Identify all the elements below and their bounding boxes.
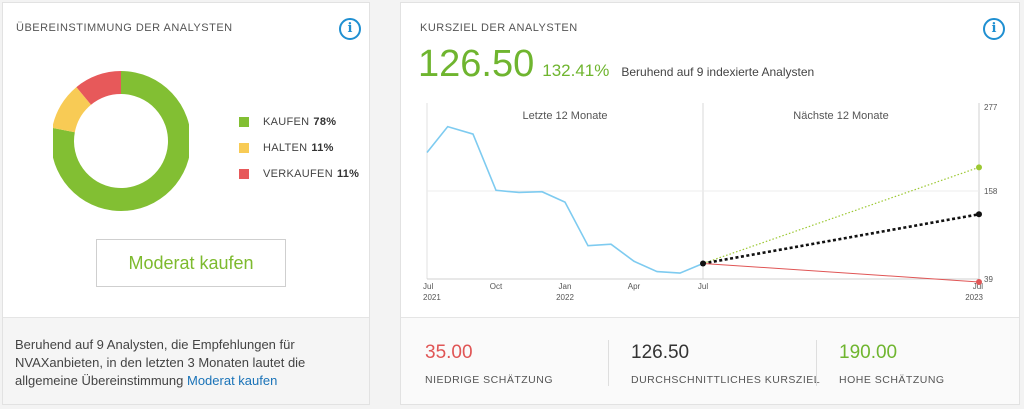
price-target-card: KURSZIEL DER ANALYSTEN i 126.50 132.41% …: [400, 2, 1020, 405]
estimates-bar: 35.00 NIEDRIGE SCHÄTZUNG 126.50 DURCHSCH…: [401, 317, 1019, 404]
price-target-summary: 126.50 132.41% Beruhend auf 9 indexierte…: [418, 43, 814, 86]
consensus-summary-link[interactable]: Moderat kaufen: [186, 373, 278, 388]
high-estimate-value: 190.00: [839, 342, 898, 363]
x-tick-label: Jul: [698, 282, 708, 291]
x-tick-label: Jul: [973, 282, 983, 291]
projection-point-low: [976, 278, 982, 285]
price-target-title: KURSZIEL DER ANALYSTEN: [420, 22, 578, 34]
consensus-legend: KAUFEN 78% HALTEN 11% VERKAUFEN 11%: [239, 109, 359, 187]
legend-label-buy: KAUFEN: [263, 116, 310, 128]
y-tick-label: 158: [984, 187, 998, 196]
donut-slice-buy: [53, 71, 189, 211]
price-target-note: Beruhend auf 9 indexierte Analysten: [621, 65, 815, 79]
y-tick-label: 277: [984, 103, 998, 112]
x-tick-year: 2022: [556, 293, 574, 302]
average-estimate: 126.50 DURCHSCHNITTLICHES KURSZIEL: [631, 342, 820, 386]
consensus-donut-chart: [53, 71, 189, 211]
projection-line-low: [702, 262, 980, 283]
x-tick-label: Jul: [423, 282, 433, 291]
consensus-summary-text: Beruhend auf 9 Analysten, die Empfehlung…: [15, 337, 306, 388]
legend-swatch-hold: [239, 143, 249, 153]
projection-line-high: [702, 166, 980, 265]
price-target-info-icon[interactable]: i: [983, 18, 1005, 40]
average-estimate-value: 126.50: [631, 342, 690, 363]
projection-point-average: [976, 211, 982, 218]
section-label-future: Nächste 12 Monate: [793, 110, 888, 122]
current-price-point: [700, 260, 706, 267]
price-target-chart: Letzte 12 Monate Nächste 12 Monate 277 158 3…: [423, 103, 998, 302]
section-label-past: Letzte 12 Monate: [522, 110, 607, 122]
legend-item-sell: VERKAUFEN 11%: [239, 161, 359, 187]
projection-line-average: [702, 213, 980, 265]
consensus-card: ÜBEREINSTIMMUNG DER ANALYSTEN i KAUFEN 7…: [2, 2, 370, 405]
low-estimate-value: 35.00: [425, 342, 473, 363]
consensus-rating-button[interactable]: Moderat kaufen: [96, 239, 286, 287]
low-estimate-label: NIEDRIGE SCHÄTZUNG: [425, 374, 554, 386]
price-target-value: 126.50: [418, 43, 535, 85]
legend-pct-hold: 11%: [311, 142, 334, 154]
x-tick-label: Apr: [628, 282, 641, 291]
x-tick-year: 2021: [423, 293, 441, 302]
legend-pct-buy: 78%: [313, 116, 337, 128]
donut-slice-hold: [53, 87, 92, 133]
low-estimate: 35.00 NIEDRIGE SCHÄTZUNG: [425, 342, 553, 386]
x-tick-label: Oct: [490, 282, 503, 291]
legend-swatch-buy: [239, 117, 249, 127]
consensus-title: ÜBEREINSTIMMUNG DER ANALYSTEN: [16, 22, 233, 34]
y-tick-label: 39: [984, 275, 993, 284]
high-estimate-label: HOHE SCHÄTZUNG: [839, 374, 945, 386]
consensus-info-icon[interactable]: i: [339, 18, 361, 40]
legend-item-buy: KAUFEN 78%: [239, 109, 359, 135]
legend-swatch-sell: [239, 169, 249, 179]
x-tick-label: Jan: [559, 282, 572, 291]
price-target-change: 132.41%: [542, 61, 610, 80]
estimates-divider: [816, 340, 817, 386]
estimates-divider: [608, 340, 609, 386]
legend-pct-sell: 11%: [336, 168, 360, 180]
high-estimate: 190.00 HOHE SCHÄTZUNG: [839, 342, 945, 386]
projection-point-high: [976, 164, 982, 171]
x-tick-year: 2023: [965, 293, 983, 302]
legend-label-hold: HALTEN: [263, 142, 308, 154]
legend-label-sell: VERKAUFEN: [263, 168, 333, 180]
average-estimate-label: DURCHSCHNITTLICHES KURSZIEL: [631, 374, 821, 386]
donut-slice-sell: [76, 71, 121, 105]
legend-item-hold: HALTEN 11%: [239, 135, 359, 161]
consensus-summary: Beruhend auf 9 Analysten, die Empfehlung…: [3, 317, 369, 404]
price-history-line: [426, 125, 704, 274]
